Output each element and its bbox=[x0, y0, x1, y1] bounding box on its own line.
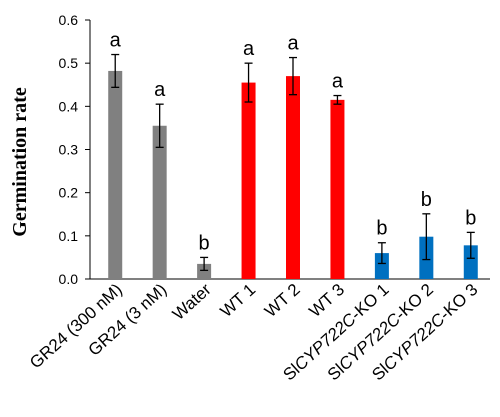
category-name: WT 2 bbox=[261, 280, 304, 321]
y-axis-label: Germination rate bbox=[9, 87, 31, 237]
y-tick-label: 0.2 bbox=[59, 185, 79, 201]
y-tick-label: 0.0 bbox=[59, 271, 79, 287]
bar bbox=[330, 99, 345, 279]
significance-letter: b bbox=[376, 218, 387, 240]
bar bbox=[241, 82, 256, 279]
bar bbox=[152, 125, 167, 279]
significance-letter: a bbox=[110, 30, 122, 52]
significance-labels: a a b a a a b b b bbox=[110, 30, 477, 255]
bar bbox=[374, 253, 389, 279]
category-name: WT 1 bbox=[217, 280, 260, 321]
error-bars bbox=[111, 53, 475, 272]
x-tick-label: WT 1 bbox=[217, 280, 260, 321]
significance-letter: a bbox=[332, 71, 344, 93]
category-name: -KO 3 bbox=[436, 280, 482, 324]
bar bbox=[463, 245, 478, 279]
x-tick-label: Water bbox=[169, 280, 215, 324]
significance-letter: b bbox=[465, 207, 476, 229]
category-name: Water bbox=[169, 280, 215, 324]
significance-letter: b bbox=[199, 232, 210, 254]
y-tick-label: 0.4 bbox=[59, 98, 79, 114]
y-tick-label: 0.1 bbox=[59, 228, 79, 244]
y-tick-label: 0.6 bbox=[59, 12, 79, 28]
x-tick-label: GR24 (3 nM) bbox=[85, 280, 171, 360]
x-tick-label: WT 2 bbox=[261, 280, 304, 321]
significance-letter: a bbox=[243, 38, 255, 60]
bar bbox=[108, 70, 123, 279]
significance-letter: a bbox=[287, 33, 299, 55]
x-axis-categories: GR24 (300 nM)GR24 (3 nM)Water WT 1 WT 2 WT … bbox=[26, 280, 481, 385]
y-tick-label: 0.3 bbox=[59, 142, 79, 158]
bars bbox=[108, 70, 478, 279]
bar bbox=[197, 263, 212, 279]
y-tick-label: 0.5 bbox=[59, 55, 79, 71]
bar bbox=[286, 76, 300, 279]
significance-letter: a bbox=[154, 79, 166, 101]
category-name: GR24 (3 nM) bbox=[85, 280, 171, 360]
significance-letter: b bbox=[421, 189, 432, 211]
